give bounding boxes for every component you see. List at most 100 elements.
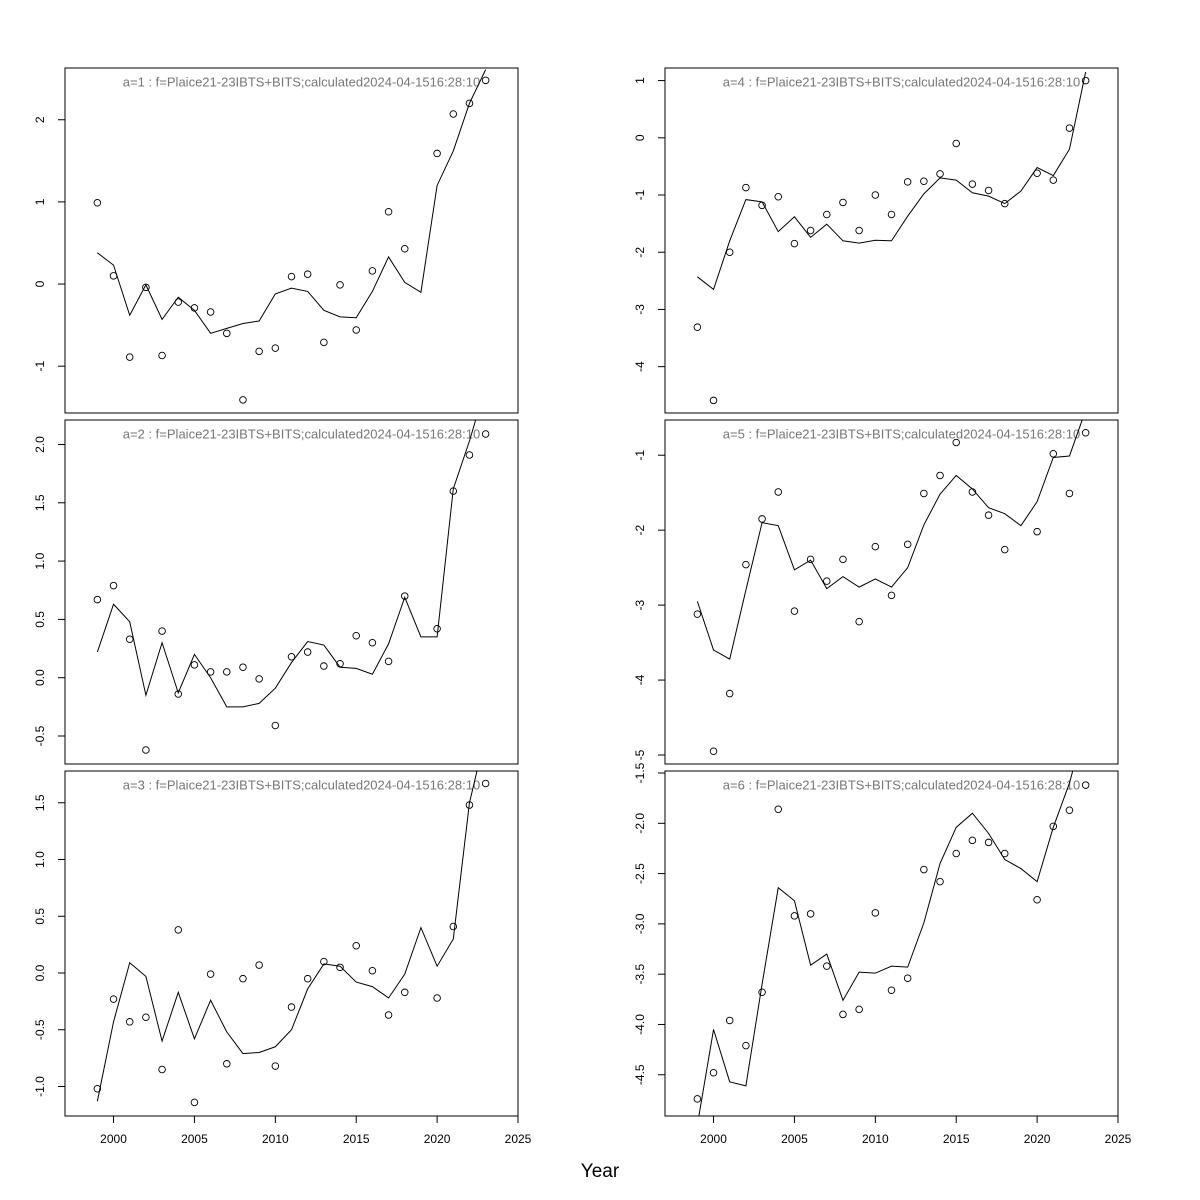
data-point [433,624,441,633]
fitted-line [696,420,1083,660]
data-point [368,267,377,275]
data-point [968,836,977,845]
data-point [93,198,102,207]
data-point [920,177,928,186]
y-tick-label: 0 [33,280,47,287]
y-tick-label: 0.5 [33,611,47,628]
data-point [1065,806,1074,814]
data-point [190,661,199,669]
data-point [109,995,118,1003]
data-point [693,610,702,618]
y-tick-label: -0.5 [33,725,47,746]
data-point [823,577,831,585]
data-point [693,323,702,331]
data-point [109,581,118,590]
data-point [1001,545,1009,554]
y-tick-label: 1.5 [33,794,47,811]
x-tick-label: 2005 [181,1132,208,1146]
data-point [774,488,783,496]
data-point [823,210,831,219]
y-tick-label: 0.0 [33,669,47,686]
y-tick-label: -2.0 [633,813,647,834]
y-tick-label: -4.0 [633,1014,647,1035]
y-tick-label: 0.5 [33,908,47,925]
data-point [481,76,490,85]
data-point [352,631,360,640]
data-point [855,1005,863,1014]
data-point [384,657,393,666]
data-point [142,746,150,754]
data-point [903,974,912,982]
y-tick-label: -4.5 [633,1064,647,1085]
panel-title: a=3 : f=Plaice21-23IBTS+BITS;calculated2… [123,777,480,792]
data-point [158,351,166,360]
data-point [206,668,215,676]
y-tick-label: -1 [633,189,647,200]
x-tick-label: 2010 [262,1132,289,1146]
data-point [693,1095,702,1103]
data-point [384,207,393,216]
data-point [158,627,166,635]
x-tick-label: 2010 [862,1132,889,1146]
data-point [287,272,296,281]
data-point [223,329,231,338]
panel: -1.0 -0.5 0.0 0.5 1.0 1.5 2000 2005 2010 2015 2020… [33,770,532,1146]
panel: -5 -4 -3 -2 -1 a=5 : f=Plaice21-23IBTS+BITS;c… [633,419,1119,765]
data-point [255,961,263,969]
x-axis-label: Year [581,1161,620,1182]
y-tick-label: 1.5 [33,494,47,511]
data-point [774,805,783,813]
x-tick-label: 2015 [343,1132,370,1146]
data-point [352,942,360,950]
x-tick-label: 2025 [1105,1132,1132,1146]
data-point [174,926,182,934]
data-point [433,994,441,1002]
y-tick-label: -0.5 [33,1019,47,1040]
panel-title: a=6 : f=Plaice21-23IBTS+BITS;calculated2… [723,777,1080,792]
data-point [303,648,312,656]
data-point [320,662,328,670]
data-point [709,1068,718,1077]
data-point [936,877,944,886]
y-tick-label: -3.5 [633,964,647,985]
panel-title: a=4 : f=Plaice21-23IBTS+BITS;calculated2… [723,74,1080,89]
y-tick-label: -1.5 [633,762,647,783]
panel-title: a=2 : f=Plaice21-23IBTS+BITS;calculated2… [123,426,480,441]
data-point [336,963,344,972]
data-point [449,922,458,931]
data-point [255,675,263,683]
data-point [255,347,263,356]
data-point [336,281,344,289]
y-tick-label: -3.0 [633,913,647,934]
data-point [871,542,880,551]
plot-frame [64,770,519,1117]
data-point [287,652,296,661]
data-point [320,338,328,347]
plot-frame [664,770,1119,1117]
data-point [206,970,215,978]
y-tick-label: -3 [633,304,647,315]
data-point [984,838,993,847]
panel-title: a=1 : f=Plaice21-23IBTS+BITS;calculated2… [123,74,480,89]
panel-title: a=5 : f=Plaice21-23IBTS+BITS;calculated2… [723,426,1080,441]
data-point [401,244,409,253]
data-point [465,99,474,108]
data-point [806,910,815,918]
data-point [320,957,328,966]
data-point [1049,176,1058,184]
fitted-line [698,771,1074,1116]
data-point [952,139,960,148]
data-point [303,270,312,278]
data-point [287,1003,296,1011]
data-point [952,849,960,858]
y-tick-label: -1 [633,450,647,461]
data-point [839,198,847,207]
data-point [206,308,215,316]
data-point [1065,489,1074,498]
data-point [190,1098,199,1107]
data-point [1081,76,1090,85]
data-point [125,635,134,643]
plot-frame [664,419,1119,765]
y-tick-label: 0 [633,134,647,141]
data-point [855,617,863,626]
